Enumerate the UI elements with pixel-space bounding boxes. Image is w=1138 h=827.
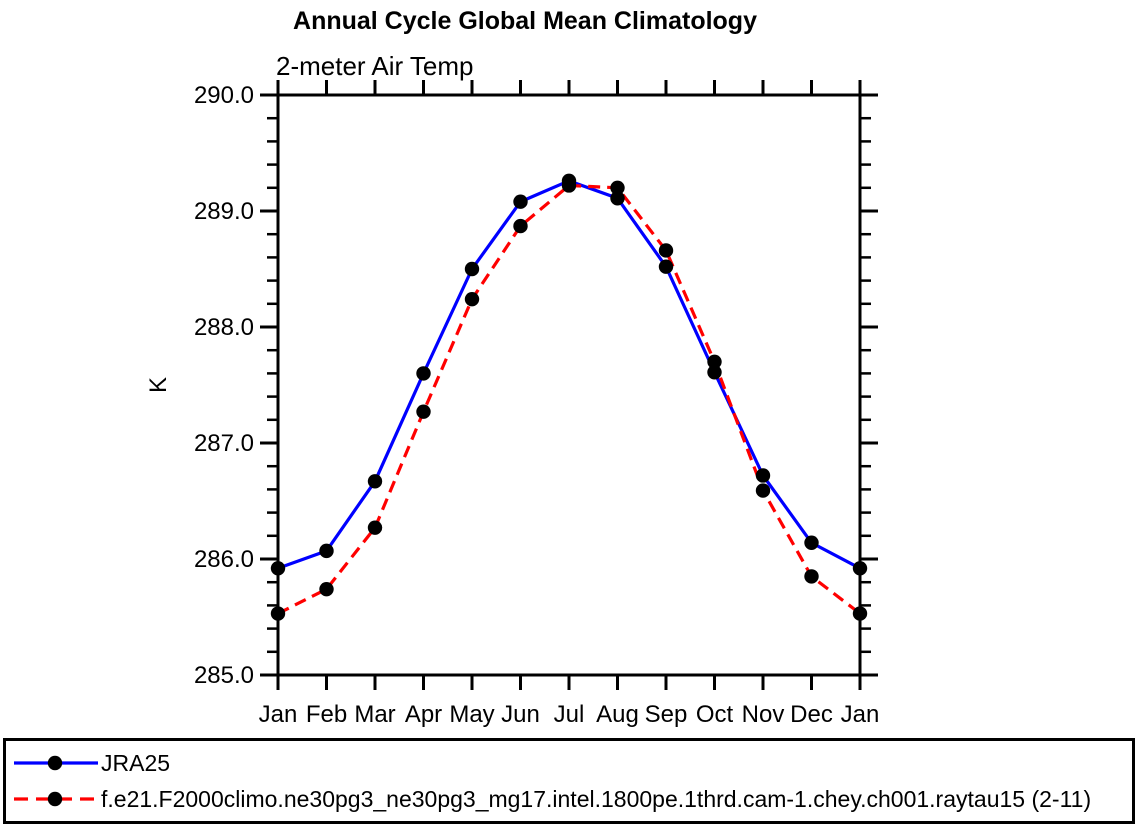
axis-tick-labels: 285.0 286.0 287.0 288.0 289.0 290.0 Jan Feb Mar A…: [194, 82, 879, 728]
legend-marker-dot-icon: [47, 755, 63, 771]
data-point: [658, 243, 674, 258]
data-series: [270, 173, 868, 621]
x-tick-label: May: [449, 701, 494, 728]
data-point: [513, 218, 528, 234]
x-tick-label: Jun: [501, 701, 540, 728]
data-point: [367, 474, 383, 489]
data-point: [464, 291, 480, 307]
data-point: [416, 366, 431, 381]
plot-border: [276, 93, 862, 677]
y-tick-label: 285.0: [194, 662, 254, 689]
axis-ticks: [260, 80, 878, 690]
legend-marker-solid-line: [14, 755, 98, 771]
x-tick-label: Oct: [696, 701, 734, 728]
data-point: [755, 468, 771, 483]
data-point: [561, 178, 577, 193]
data-point: [610, 191, 625, 206]
data-point: [416, 404, 431, 419]
chart-subtitle: 2-meter Air Temp: [276, 51, 473, 81]
y-tick-label: 286.0: [194, 546, 254, 573]
data-point: [658, 259, 674, 274]
data-point: [464, 261, 480, 277]
data-point: [707, 365, 722, 380]
series-line-model: [277, 183, 861, 615]
x-tick-label: Nov: [742, 701, 785, 728]
x-tick-label: Dec: [790, 701, 833, 728]
legend-label: JRA25: [101, 750, 171, 776]
climatology-chart: Annual Cycle Global Mean Climatology 2-m…: [145, 7, 879, 728]
data-point: [804, 569, 819, 584]
x-tick-label: Sep: [645, 701, 688, 728]
legend-marker-dot-icon: [47, 791, 63, 807]
legend-label: f.e21.F2000climo.ne30pg3_ne30pg3_mg17.in…: [101, 786, 1092, 812]
x-tick-label: Aug: [596, 701, 639, 728]
y-tick-label: 290.0: [194, 82, 254, 109]
y-tick-label: 288.0: [194, 314, 254, 341]
data-point: [319, 543, 334, 559]
data-point: [755, 483, 771, 498]
data-point: [319, 581, 334, 597]
y-tick-label: 289.0: [194, 198, 254, 225]
data-point: [804, 535, 819, 550]
x-tick-label: Jan: [841, 701, 880, 728]
x-tick-label: Mar: [354, 701, 395, 728]
legend-marker-dashed-line: [14, 791, 98, 807]
x-tick-label: Jan: [259, 701, 298, 728]
y-axis-label: K: [145, 377, 172, 393]
x-tick-label: Jul: [554, 701, 585, 728]
data-point: [367, 520, 383, 535]
data-point: [610, 180, 625, 195]
x-tick-label: Feb: [306, 701, 347, 728]
y-tick-label: 287.0: [194, 430, 254, 457]
legend-row: JRA25: [12, 751, 170, 775]
data-point: [707, 354, 722, 369]
x-tick-label: Apr: [405, 701, 442, 728]
data-point: [513, 194, 528, 209]
legend-row: f.e21.F2000climo.ne30pg3_ne30pg3_mg17.in…: [12, 787, 1091, 811]
legend: JRA25 f.e21.F2000climo.ne30pg3_ne30pg3_mg…: [3, 738, 1135, 824]
chart-title: Annual Cycle Global Mean Climatology: [293, 7, 757, 35]
